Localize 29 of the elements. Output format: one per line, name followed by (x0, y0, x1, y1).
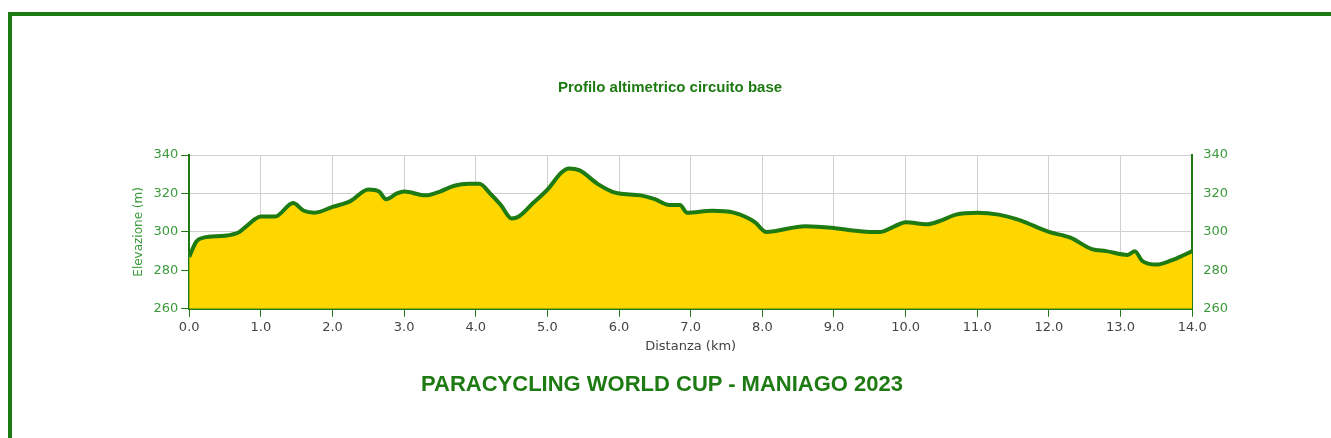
y2-tick-label: 260 (1203, 300, 1229, 316)
x-tick-label: 5.0 (537, 318, 558, 334)
x-tick-label: 4.0 (465, 318, 487, 334)
x-tick-label: 14.0 (1177, 318, 1207, 334)
x-axis-title: Distanza (km) (645, 337, 737, 353)
y2-tick-label: 300 (1203, 223, 1229, 239)
y-tick-label: 280 (153, 261, 179, 277)
x-tick-label: 11.0 (962, 318, 992, 334)
x-tick-label: 2.0 (322, 318, 343, 334)
y2-tick-label: 340 (1203, 146, 1229, 162)
y-tick-label: 300 (153, 223, 179, 239)
x-tick-label: 3.0 (393, 318, 415, 334)
y-tick-label: 260 (153, 300, 179, 316)
x-tick-label: 8.0 (752, 318, 773, 334)
y-tick-label: 320 (153, 184, 179, 200)
x-tick-label: 12.0 (1034, 318, 1064, 334)
x-tick-label: 9.0 (823, 318, 845, 334)
text: PARACYCLING WORLD CUP - MANIAGO 2023 (420, 371, 904, 396)
x-tick-label: 1.0 (250, 318, 272, 334)
y2-tick-label: 320 (1203, 184, 1229, 200)
y-tick-label: 340 (153, 146, 179, 162)
x-tick-label: 13.0 (1106, 318, 1136, 334)
y-axis-title: Elevazione (m) (131, 187, 146, 277)
x-tick-label: 7.0 (680, 318, 702, 334)
y2-tick-label: 280 (1203, 261, 1229, 277)
chart-title: Profilo altimetrico circuito base (557, 78, 783, 95)
x-tick-label: 0.0 (178, 318, 200, 334)
x-tick-label: 10.0 (891, 318, 921, 334)
x-tick-label: 6.0 (608, 318, 630, 334)
